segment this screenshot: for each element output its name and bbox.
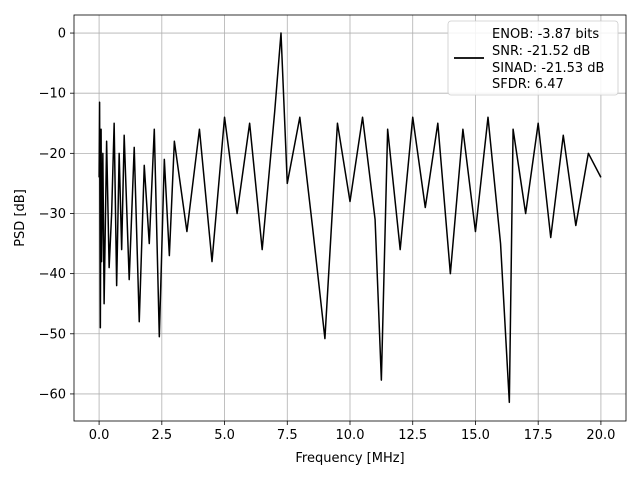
x-tick-label: 20.0 [586,428,615,443]
y-tick-label: 0 [58,27,66,42]
x-tick-label: 15.0 [461,428,490,443]
x-tick-label: 17.5 [524,428,553,443]
axis-ticks: 0.0 2.5 5.0 7.5 10.0 12.5 15.0 17.5 20.0 0 −10 −20 −… [39,27,616,443]
x-tick-label: 5.0 [214,428,235,443]
grid [74,15,626,421]
legend-box [447,20,619,96]
y-tick-label: −60 [39,387,66,402]
x-tick-label: 10.0 [336,428,365,443]
y-tick-label: −20 [39,147,66,162]
y-tick-label: −40 [39,267,66,282]
x-tick-label: 2.5 [151,428,172,443]
x-tick-label: 12.5 [398,428,427,443]
x-tick-label: 7.5 [277,428,298,443]
y-tick-label: −30 [39,207,66,222]
y-tick-label: −10 [39,87,66,102]
legend-entry-sinad: SINAD: -21.53 dB [492,61,604,76]
legend: ENOB: -3.87 bits SNR: -21.52 dB SINAD: -… [447,20,619,96]
psd-series-line [98,32,602,404]
y-axis-label: PSD [dB] [13,189,28,247]
legend-entry-enob: ENOB: -3.87 bits [492,27,599,42]
x-tick-label: 0.0 [89,428,110,443]
y-tick-label: −50 [39,327,66,342]
plot-area [98,32,602,404]
x-axis-label: Frequency [MHz] [295,451,404,466]
legend-entry-snr: SNR: -21.52 dB [492,44,590,59]
legend-entry-sfdr: SFDR: 6.47 [492,77,564,92]
